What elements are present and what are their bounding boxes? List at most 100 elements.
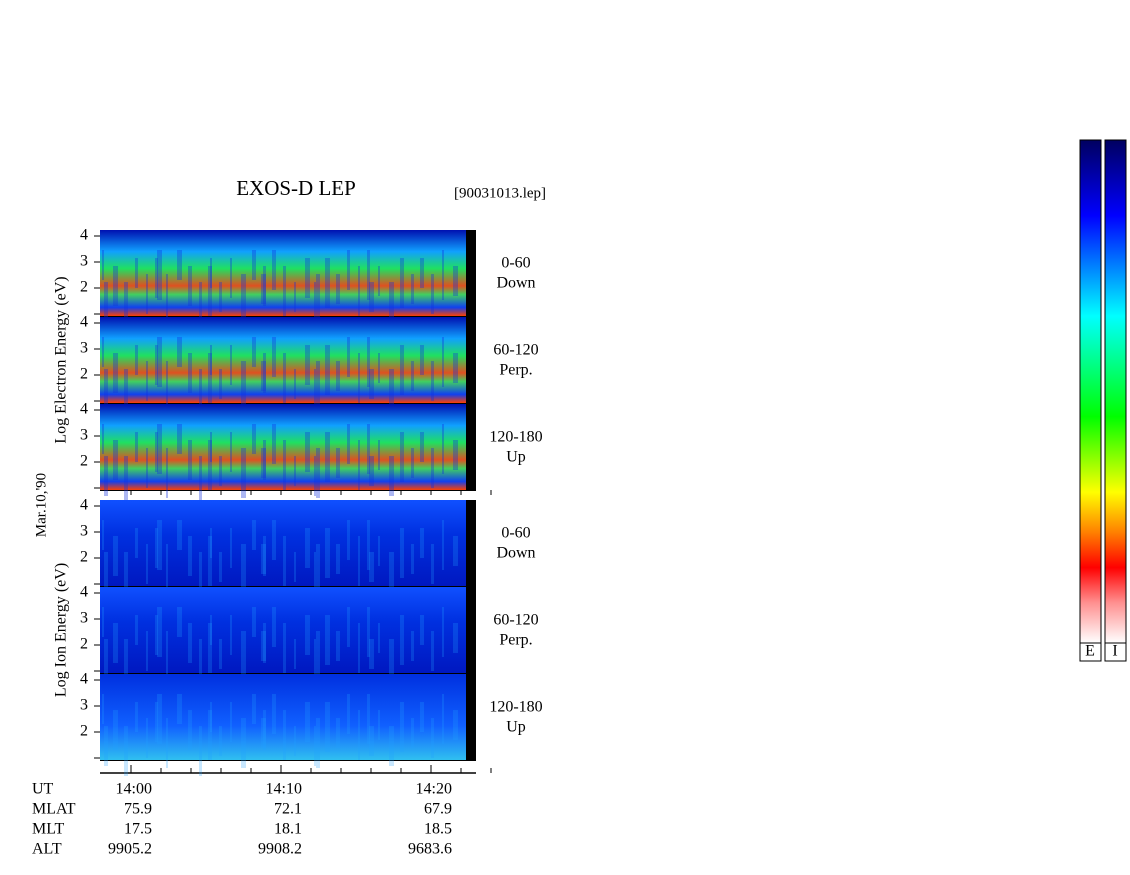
texture — [411, 544, 414, 574]
texture — [369, 552, 374, 582]
orbit-value: 9683.6 — [408, 841, 452, 858]
texture — [113, 266, 118, 306]
texture — [102, 337, 104, 367]
colorbar — [1104, 139, 1127, 644]
texture — [104, 726, 108, 766]
texture — [199, 369, 202, 419]
y-tick-label: 3 — [80, 610, 88, 627]
texture — [210, 258, 212, 288]
texture — [155, 615, 158, 655]
pitch-direction: Up — [506, 449, 526, 466]
texture — [336, 718, 340, 748]
texture — [155, 528, 158, 568]
texture — [252, 337, 256, 367]
texture — [305, 258, 310, 298]
texture — [135, 432, 138, 462]
y-tick-label: 4 — [80, 314, 88, 331]
y-tick-label: 3 — [80, 697, 88, 714]
texture — [431, 544, 434, 584]
texture — [219, 369, 222, 399]
texture — [261, 544, 266, 574]
date-label: Mar.10,'90 — [33, 473, 49, 537]
texture — [230, 432, 232, 472]
pitch-direction: Down — [496, 275, 535, 292]
texture — [442, 694, 444, 744]
texture — [294, 456, 296, 486]
y-tick-label: 2 — [80, 453, 88, 470]
orbit-value: 18.5 — [424, 821, 452, 838]
texture — [283, 266, 286, 316]
texture — [177, 694, 182, 724]
texture — [146, 361, 148, 401]
y-tick-label: 2 — [80, 636, 88, 653]
texture — [252, 424, 256, 454]
y-tick-label: 4 — [80, 497, 88, 514]
texture — [272, 694, 276, 734]
y-tick-label: 2 — [80, 723, 88, 740]
texture — [272, 337, 276, 377]
texture — [367, 424, 370, 474]
texture — [347, 607, 350, 647]
texture — [358, 266, 360, 316]
texture — [358, 440, 360, 490]
pitch-direction: Up — [506, 719, 526, 736]
y-tick-label: 3 — [80, 253, 88, 270]
texture — [104, 552, 108, 592]
texture — [358, 353, 360, 403]
texture — [166, 361, 168, 411]
y-tick-label: 3 — [80, 523, 88, 540]
texture — [113, 536, 118, 576]
texture — [325, 528, 330, 578]
orbit-value: 17.5 — [124, 821, 152, 838]
texture — [263, 353, 266, 393]
texture — [453, 266, 458, 296]
texture — [208, 440, 212, 490]
colorbar-label-box — [1104, 642, 1127, 662]
texture — [316, 544, 320, 594]
texture — [210, 702, 212, 732]
texture — [347, 250, 350, 290]
orbit-row-label: ALT — [32, 841, 62, 858]
texture — [208, 710, 212, 760]
texture — [252, 607, 256, 637]
texture — [219, 282, 222, 312]
pitch-direction: Down — [496, 545, 535, 562]
spectrogram — [100, 317, 466, 403]
spectrogram — [100, 674, 466, 760]
texture — [431, 274, 434, 314]
texture — [210, 345, 212, 375]
texture — [294, 369, 296, 399]
texture — [389, 369, 394, 409]
texture — [155, 258, 158, 298]
texture — [411, 631, 414, 661]
y-tick-label: 4 — [80, 671, 88, 688]
texture — [104, 639, 108, 679]
orbit-value: 72.1 — [274, 801, 302, 818]
texture — [135, 702, 138, 732]
spectrogram — [100, 587, 466, 673]
texture — [252, 250, 256, 280]
texture — [157, 694, 162, 744]
texture — [369, 282, 374, 312]
texture — [272, 424, 276, 464]
texture — [453, 353, 458, 383]
texture — [358, 536, 360, 586]
texture — [336, 631, 340, 661]
texture — [230, 258, 232, 298]
spectrogram — [100, 230, 466, 316]
texture — [166, 631, 168, 681]
texture — [230, 615, 232, 655]
texture — [113, 710, 118, 750]
spectrogram — [100, 404, 466, 490]
texture — [314, 456, 316, 496]
texture — [113, 440, 118, 480]
texture — [157, 424, 162, 474]
texture — [155, 432, 158, 472]
orbit-value: 14:00 — [116, 781, 152, 798]
texture — [210, 528, 212, 558]
texture — [367, 694, 370, 744]
texture — [367, 250, 370, 300]
texture — [230, 345, 232, 385]
texture — [261, 274, 266, 304]
texture — [420, 702, 424, 732]
